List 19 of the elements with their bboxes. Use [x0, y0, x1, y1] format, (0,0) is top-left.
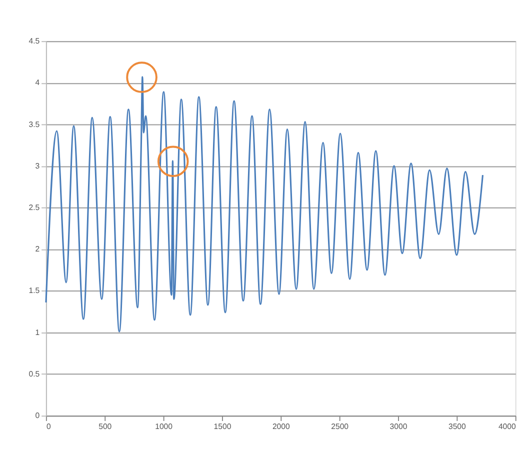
y-tick-label: 3.5	[28, 120, 40, 129]
x-tick-label: 2500	[331, 422, 350, 431]
x-tick-label: 1500	[214, 422, 232, 431]
y-tick-label: 3	[35, 161, 40, 170]
y-tick-label: 1	[35, 328, 40, 337]
y-tick-label: 0.5	[28, 369, 40, 378]
y-tick-label: 2.5	[28, 203, 40, 212]
y-tick-label: 1.5	[28, 286, 40, 296]
y-tick-label: 2	[35, 244, 40, 254]
x-tick-label: 4000	[498, 422, 516, 431]
y-tick-label: 4	[35, 78, 40, 88]
x-tick-label: 500	[98, 422, 112, 431]
x-tick-label: 3000	[390, 422, 408, 431]
x-tick-label: 1000	[155, 422, 174, 431]
x-tick-label: 2000	[272, 422, 290, 431]
y-tick-label: 0	[35, 411, 40, 420]
x-tick-label: 0	[46, 422, 52, 431]
y-tick-label: 4.5	[28, 36, 40, 46]
x-tick-label: 3500	[448, 422, 467, 431]
